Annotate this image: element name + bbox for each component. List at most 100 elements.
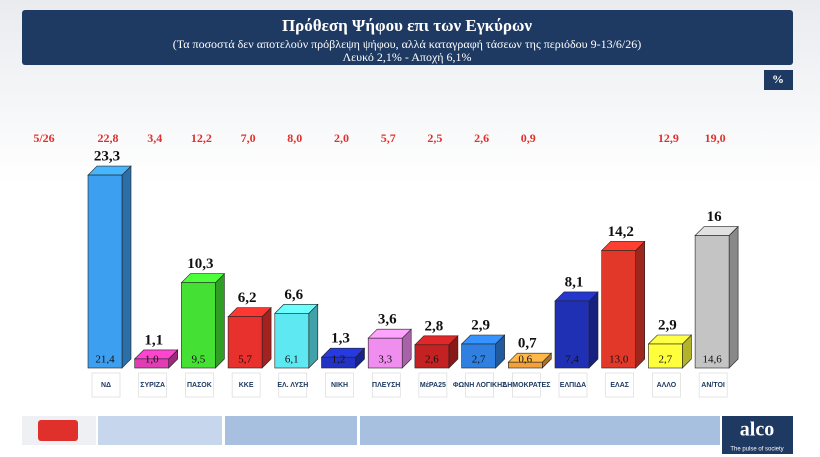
bar bbox=[648, 343, 683, 369]
party-logo bbox=[558, 372, 588, 398]
bar-side bbox=[728, 225, 739, 369]
raw-value-label: 1,0 bbox=[145, 354, 159, 366]
x-tick-label: ΔΗΜΟΚΡΑΤΕΣ bbox=[502, 382, 550, 389]
brand-tagline: The pulse of society bbox=[730, 447, 783, 453]
value-label: 10,3 bbox=[187, 256, 213, 272]
x-tick-label: ΝΙΚΗ bbox=[331, 382, 348, 389]
previous-value: 3,4 bbox=[147, 131, 162, 145]
x-tick-label: ΦΩΝΗ ΛΟΓΙΚΗΣ bbox=[453, 382, 507, 389]
bar bbox=[134, 358, 169, 369]
bar-side bbox=[588, 291, 599, 369]
note: Λευκό 2,1% - Αποχή 6,1% bbox=[342, 50, 471, 64]
previous-label: 5/26 bbox=[33, 131, 54, 145]
bar-side bbox=[308, 303, 319, 369]
header bbox=[22, 10, 793, 65]
unit-badge-box bbox=[764, 70, 793, 90]
party-logo bbox=[652, 372, 681, 398]
party-logo bbox=[325, 372, 354, 398]
party-logo bbox=[278, 372, 308, 398]
previous-value: 7,0 bbox=[241, 131, 256, 145]
raw-value-label: 7,4 bbox=[565, 354, 579, 366]
bar bbox=[274, 313, 310, 369]
bar bbox=[694, 235, 730, 369]
party-logo bbox=[465, 372, 494, 398]
party-logo bbox=[512, 372, 541, 398]
value-label: 16 bbox=[707, 209, 723, 225]
bar-side bbox=[261, 306, 272, 369]
value-label: 6,2 bbox=[238, 290, 257, 306]
value-label: 6,6 bbox=[284, 287, 303, 303]
raw-value-label: 2,7 bbox=[659, 354, 673, 366]
party-logo bbox=[418, 372, 448, 398]
value-label: 23,3 bbox=[94, 149, 120, 165]
bar bbox=[414, 344, 450, 369]
previous-value: 0,9 bbox=[521, 131, 536, 145]
channel-logo bbox=[38, 420, 78, 441]
x-tick-label: ΕΛΑΣ bbox=[610, 382, 629, 389]
bar bbox=[87, 174, 123, 369]
bar-side bbox=[121, 165, 132, 369]
raw-value-label: 6,1 bbox=[285, 354, 299, 366]
previous-value: 8,0 bbox=[287, 131, 302, 145]
value-label: 0,7 bbox=[518, 336, 537, 352]
previous-value: 12,2 bbox=[191, 131, 212, 145]
value-label: 3,6 bbox=[378, 312, 397, 328]
x-tick-label: ΠΛΕΥΣΗ bbox=[372, 382, 400, 389]
bar bbox=[554, 300, 590, 369]
party-logo bbox=[698, 372, 728, 398]
x-tick-label: ΕΛΠΙΔΑ bbox=[560, 382, 586, 389]
bar bbox=[367, 337, 403, 369]
raw-value-label: 21,4 bbox=[95, 354, 115, 366]
footer-box bbox=[98, 416, 222, 445]
chart-title: Πρόθεση Ψήφου επι των Εγκύρων bbox=[282, 16, 532, 35]
x-tick-label: ΝΔ bbox=[101, 382, 111, 389]
party-logo bbox=[231, 372, 261, 398]
raw-value-label: 1,2 bbox=[332, 354, 346, 366]
value-label: 8,1 bbox=[565, 274, 584, 290]
party-logo bbox=[605, 372, 634, 398]
x-tick-label: ΕΛ. ΛΥΣΗ bbox=[277, 382, 308, 389]
x-tick-label: ΠΑΣΟΚ bbox=[187, 382, 212, 389]
value-label: 1,3 bbox=[331, 331, 350, 347]
x-tick-label: ΣΥΡΙΖΑ bbox=[140, 382, 165, 389]
x-tick-label: ΜέΡΑ25 bbox=[420, 382, 446, 389]
raw-value-label: 13,0 bbox=[609, 354, 629, 366]
bar bbox=[227, 316, 263, 369]
previous-value: 19,0 bbox=[705, 131, 726, 145]
previous-value: 5,7 bbox=[381, 131, 396, 145]
value-label: 2,9 bbox=[658, 317, 677, 333]
raw-value-label: 5,7 bbox=[238, 354, 252, 366]
raw-value-label: 3,3 bbox=[378, 354, 392, 366]
raw-value-label: 9,5 bbox=[192, 354, 206, 366]
unit-badge: % bbox=[772, 72, 784, 86]
bar-side bbox=[635, 240, 646, 369]
x-tick-label: ΑΛΛΟ bbox=[657, 382, 677, 389]
previous-value: 22,8 bbox=[98, 131, 119, 145]
bar-side bbox=[215, 272, 225, 369]
raw-value-label: 2,6 bbox=[425, 354, 439, 366]
value-label: 1,1 bbox=[144, 332, 163, 348]
previous-value: 2,6 bbox=[474, 131, 489, 145]
brand: alco bbox=[740, 419, 774, 441]
bar bbox=[321, 356, 356, 369]
bar bbox=[181, 282, 216, 369]
raw-value-label: 0,6 bbox=[518, 354, 532, 366]
footer-box bbox=[225, 416, 357, 445]
value-label: 2,9 bbox=[471, 317, 490, 333]
raw-value-label: 2,7 bbox=[472, 354, 486, 366]
footer-box bbox=[360, 416, 720, 445]
party-logo bbox=[371, 372, 401, 398]
value-label: 14,2 bbox=[608, 224, 634, 240]
bar bbox=[461, 343, 496, 369]
previous-value: 2,0 bbox=[334, 131, 349, 145]
party-logo bbox=[91, 372, 121, 398]
brand-box bbox=[722, 416, 793, 454]
x-tick-label: ΑΝ/ΤΟΙ bbox=[701, 382, 725, 389]
previous-value: 12,9 bbox=[658, 131, 679, 145]
bar bbox=[601, 250, 637, 369]
subtitle: (Τα ποσοστά δεν αποτελούν πρόβλεψη ψήφου… bbox=[173, 37, 642, 51]
party-logo bbox=[138, 372, 167, 398]
previous-value: 2,5 bbox=[427, 131, 442, 145]
